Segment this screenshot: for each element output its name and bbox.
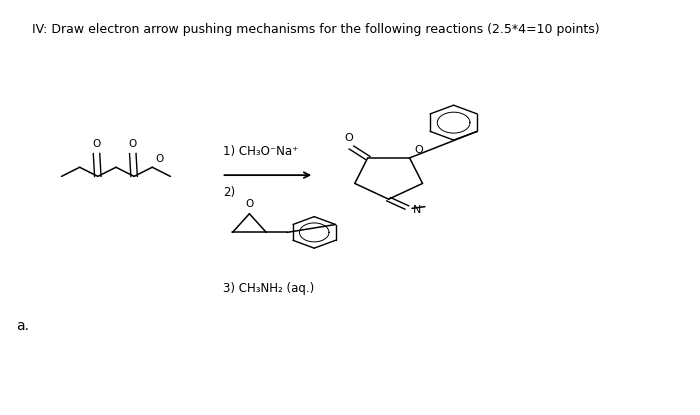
- Text: 2): 2): [223, 186, 236, 200]
- Text: O: O: [129, 139, 137, 149]
- Text: O: O: [155, 154, 164, 164]
- Text: O: O: [415, 144, 424, 155]
- Text: 1) CH₃O⁻Na⁺: 1) CH₃O⁻Na⁺: [223, 145, 299, 158]
- Text: O: O: [245, 199, 253, 209]
- Text: O: O: [92, 139, 101, 149]
- Text: O: O: [344, 132, 353, 143]
- Text: 3) CH₃NH₂ (aq.): 3) CH₃NH₂ (aq.): [223, 282, 315, 295]
- Text: a.: a.: [16, 319, 29, 333]
- Text: N: N: [413, 205, 421, 215]
- Text: IV: Draw electron arrow pushing mechanisms for the following reactions (2.5*4=10: IV: Draw electron arrow pushing mechanis…: [32, 23, 600, 36]
